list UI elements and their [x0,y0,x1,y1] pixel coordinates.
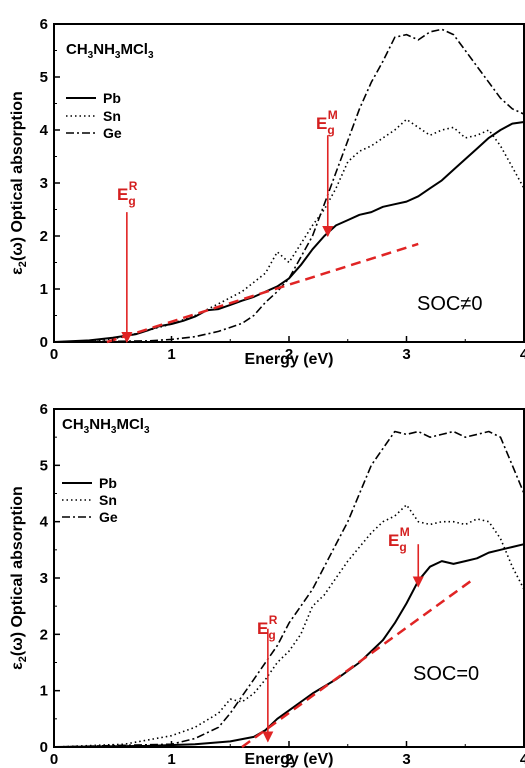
bottom-x-tick-label-4: 4 [520,751,525,768]
top-ticks: 0 1 2 3 4 0 1 2 3 4 5 6 [40,16,525,363]
top-eg-r-label: EgR [117,179,138,208]
bottom-ticks: 0 1 2 3 4 0 1 2 3 4 5 6 [40,401,525,768]
top-series-ge-line [53,28,525,343]
top-y-tick-label-4: 4 [40,122,49,139]
bottom-y-tick-label-5: 5 [40,457,48,474]
bottom-y-tick-label-3: 3 [40,570,48,587]
bottom-y-axis-title-main: ε [9,662,26,670]
bottom-compound-sub1: 3 [84,425,90,436]
bottom-legend-sn-label: Sn [99,492,117,508]
top-eg-m-label: EgM [316,108,338,137]
bottom-legend: Pb Sn Ge [62,475,118,525]
top-y-tick-label-5: 5 [40,69,48,86]
top-legend: Pb Sn Ge [66,90,122,141]
top-eg-m-sup: M [328,108,338,122]
top-legend-ge-label: Ge [103,125,122,141]
bottom-x-tick-label-0: 0 [50,751,58,768]
top-legend-pb-label: Pb [103,90,121,106]
bottom-x-tick-label-3: 3 [402,751,410,768]
bottom-series-sn-line [53,503,525,748]
top-x-tick-label-4: 4 [520,346,525,363]
bottom-y-axis-title: ε2(ω) Optical absorption [9,486,29,670]
top-x-axis-title: Energy (eV) [245,351,334,368]
bottom-legend-ge-label: Ge [99,509,118,525]
bottom-legend-pb-label: Pb [99,475,117,491]
bottom-compound-sub3: 3 [144,425,150,436]
top-compound-label: CH3NH3MCl3 [66,41,154,61]
top-annotations [106,135,419,344]
bottom-compound-ch: CH [62,416,84,433]
bottom-compound-sub2: 3 [111,425,117,436]
bottom-eg-r-label: EgR [257,613,278,642]
top-y-tick-label-1: 1 [40,281,48,298]
bottom-eg-m-label: EgM [388,525,410,554]
bottom-y-axis-title-sub: 2 [17,656,29,662]
bottom-y-tick-label-4: 4 [40,514,49,531]
top-compound-ch: CH [66,41,88,58]
top-fit-line [106,242,419,344]
top-x-tick-label-2: 2 [285,346,293,363]
bottom-eg-m-sub: g [399,540,406,554]
top-series-pb-line [53,121,525,343]
top-y-tick-label-6: 6 [40,16,48,33]
bottom-x-axis-title: Energy (eV) [245,751,334,768]
bottom-plot-frame [53,408,525,748]
top-y-axis-title-rest: (ω) Optical absorption [9,91,26,261]
top-compound-sub3: 3 [148,50,154,61]
bottom-plot-area [53,408,525,749]
top-curves [53,28,525,343]
bottom-eg-r-e: E [257,619,268,638]
top-y-tick-label-3: 3 [40,175,48,192]
top-y-axis-title-sub: 2 [17,261,29,267]
bottom-series-ge-line [53,430,525,748]
bottom-compound-label: CH3NH3MCl3 [62,416,150,436]
top-series-sn-line [53,118,525,343]
top-y-tick-label-0: 0 [40,334,48,351]
bottom-y-tick-label-6: 6 [40,401,48,418]
bottom-eg-r-sup: R [269,613,278,627]
top-eg-r-e: E [117,185,128,204]
top-x-tick-label-3: 3 [402,346,410,363]
bottom-series-pb-line [53,543,525,748]
top-compound-mcl: MCl [120,41,148,58]
top-compound-nh: NH [93,41,115,58]
top-compound-sub2: 3 [115,50,121,61]
bottom-annotations [241,544,472,749]
top-compound-sub1: 3 [88,50,94,61]
top-legend-sn-label: Sn [103,108,121,124]
bottom-y-tick-label-0: 0 [40,739,48,756]
bottom-compound-mcl: MCl [116,416,144,433]
top-y-axis-title-main: ε [9,267,26,275]
top-eg-r-sub: g [128,194,135,208]
top-eg-m-e: E [316,114,327,133]
bottom-y-tick-label-1: 1 [40,683,48,700]
top-eg-m-sub: g [327,123,334,137]
bottom-compound-nh: NH [89,416,111,433]
bottom-x-tick-label-1: 1 [167,751,175,768]
top-y-tick-label-2: 2 [40,228,48,245]
bottom-y-axis-title-rest: (ω) Optical absorption [9,486,26,656]
bottom-eg-r-sub: g [268,628,275,642]
top-eg-r-sup: R [129,179,138,193]
bottom-y-tick-label-2: 2 [40,626,48,643]
top-y-axis-title: ε2(ω) Optical absorption [9,91,29,275]
top-x-tick-label-0: 0 [50,346,58,363]
top-x-tick-label-1: 1 [167,346,175,363]
bottom-curves [53,430,525,748]
bottom-x-tick-label-2: 2 [285,751,293,768]
bottom-eg-m-e: E [388,531,399,550]
bottom-soc-label: SOC=0 [413,663,479,685]
top-soc-label: SOC≠0 [417,293,482,315]
bottom-eg-m-sup: M [400,525,410,539]
